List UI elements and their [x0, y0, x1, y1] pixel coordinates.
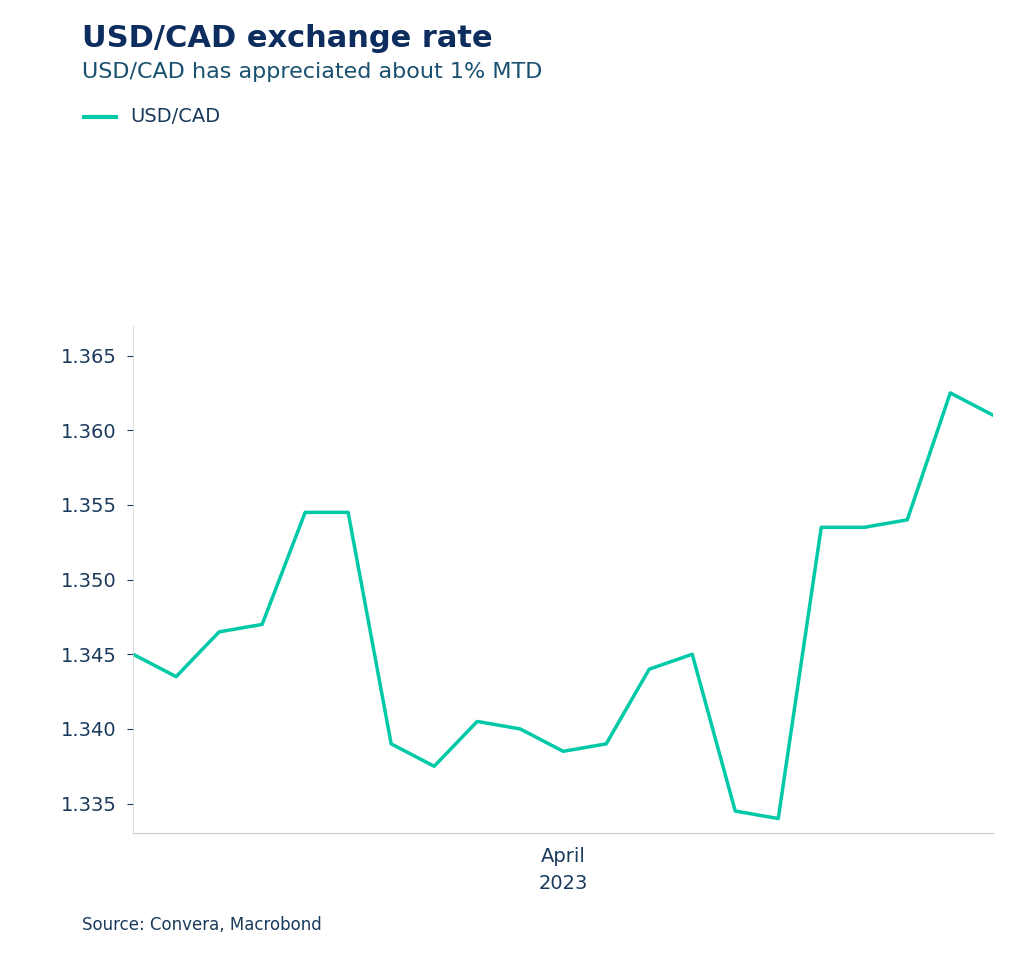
Text: USD/CAD has appreciated about 1% MTD: USD/CAD has appreciated about 1% MTD [82, 62, 543, 82]
Text: Source: Convera, Macrobond: Source: Convera, Macrobond [82, 916, 322, 934]
Text: USD/CAD: USD/CAD [130, 107, 220, 126]
Text: USD/CAD exchange rate: USD/CAD exchange rate [82, 24, 493, 53]
